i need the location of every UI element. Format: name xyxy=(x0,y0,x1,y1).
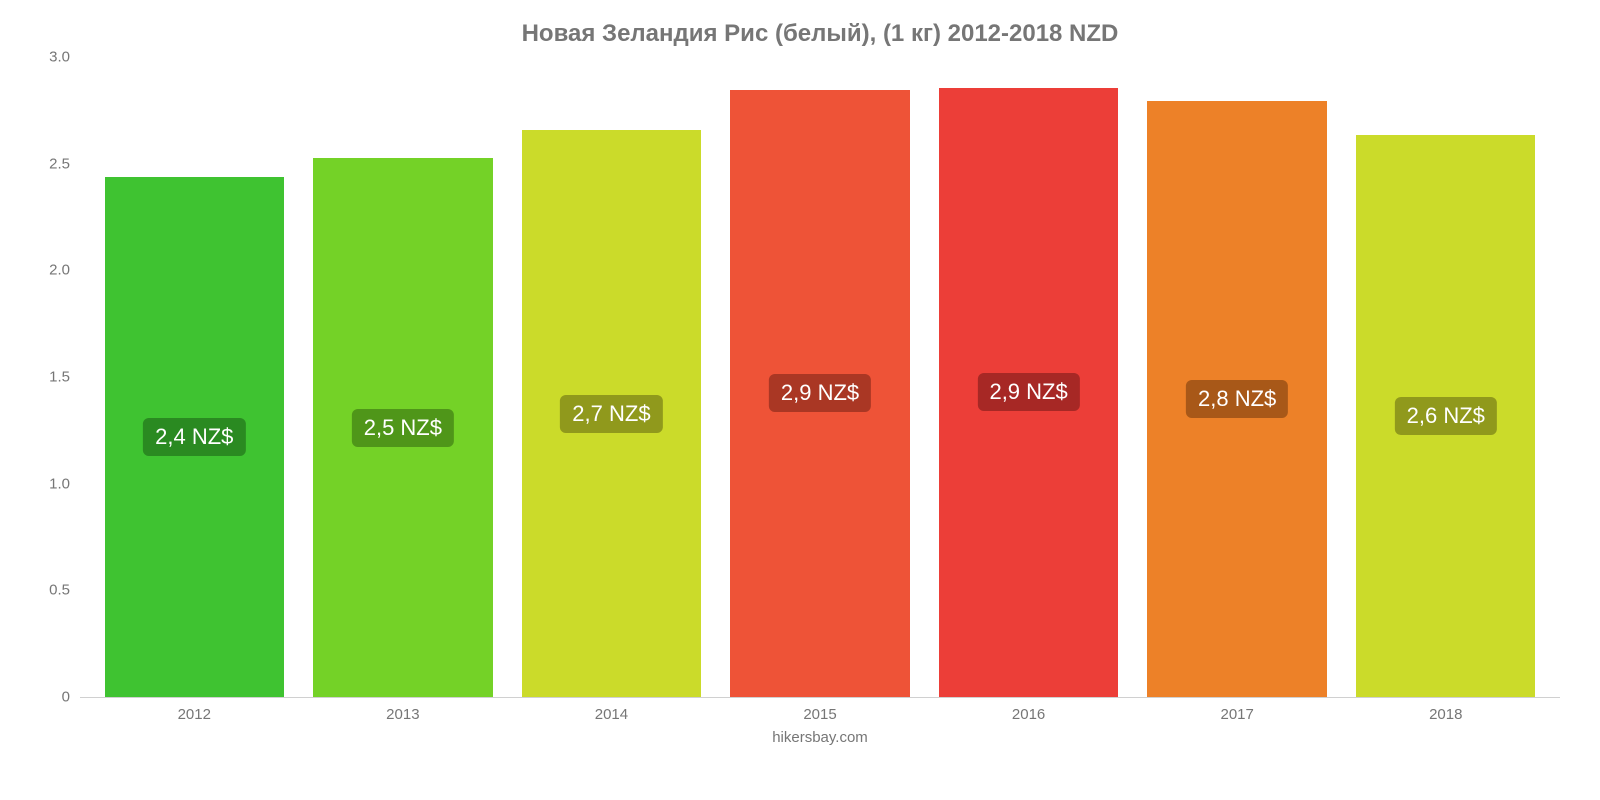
bar: 2,4 NZ$ xyxy=(105,177,284,697)
y-tick-label: 1.5 xyxy=(30,369,70,386)
y-tick-label: 0.5 xyxy=(30,582,70,599)
bar: 2,6 NZ$ xyxy=(1356,135,1535,697)
x-tick-label: 2012 xyxy=(90,706,299,723)
bar-slot: 2,8 NZ$ xyxy=(1133,58,1342,697)
bar: 2,9 NZ$ xyxy=(730,90,909,697)
x-tick-label: 2015 xyxy=(716,706,925,723)
y-tick-label: 2.0 xyxy=(30,262,70,279)
bar-value-label: 2,7 NZ$ xyxy=(560,395,662,433)
bar-slot: 2,9 NZ$ xyxy=(924,58,1133,697)
x-tick-label: 2016 xyxy=(924,706,1133,723)
y-tick-label: 3.0 xyxy=(30,49,70,66)
chart-title: Новая Зеландия Рис (белый), (1 кг) 2012-… xyxy=(80,20,1560,48)
bar-value-label: 2,8 NZ$ xyxy=(1186,380,1288,418)
x-tick-label: 2017 xyxy=(1133,706,1342,723)
bar: 2,5 NZ$ xyxy=(313,158,492,697)
plot-area: 00.51.01.52.02.53.0 2,4 NZ$2,5 NZ$2,7 NZ… xyxy=(80,58,1560,698)
bar-slot: 2,5 NZ$ xyxy=(299,58,508,697)
attribution: hikersbay.com xyxy=(80,729,1560,746)
x-tick-label: 2013 xyxy=(299,706,508,723)
bar-slot: 2,9 NZ$ xyxy=(716,58,925,697)
x-tick-label: 2014 xyxy=(507,706,716,723)
y-tick-label: 0 xyxy=(30,689,70,706)
y-tick-label: 1.0 xyxy=(30,475,70,492)
bars-container: 2,4 NZ$ 2,5 NZ$ 2,7 NZ$ 2,9 NZ$ 2,9 NZ$ 2,8 N… xyxy=(80,58,1560,697)
x-tick-label: 2018 xyxy=(1341,706,1550,723)
bar: 2,9 NZ$ xyxy=(939,88,1118,697)
bar-slot: 2,4 NZ$ xyxy=(90,58,299,697)
bar: 2,8 NZ$ xyxy=(1147,101,1326,697)
x-axis-labels: 2012201320142015201620172018 xyxy=(80,698,1560,723)
bar: 2,7 NZ$ xyxy=(522,130,701,697)
bar-value-label: 2,9 NZ$ xyxy=(977,373,1079,411)
bar-value-label: 2,5 NZ$ xyxy=(352,409,454,447)
y-tick-label: 2.5 xyxy=(30,155,70,172)
bar-slot: 2,6 NZ$ xyxy=(1341,58,1550,697)
bar-value-label: 2,6 NZ$ xyxy=(1395,397,1497,435)
bar-value-label: 2,9 NZ$ xyxy=(769,374,871,412)
bar-value-label: 2,4 NZ$ xyxy=(143,418,245,456)
price-chart: Новая Зеландия Рис (белый), (1 кг) 2012-… xyxy=(0,0,1600,800)
bar-slot: 2,7 NZ$ xyxy=(507,58,716,697)
